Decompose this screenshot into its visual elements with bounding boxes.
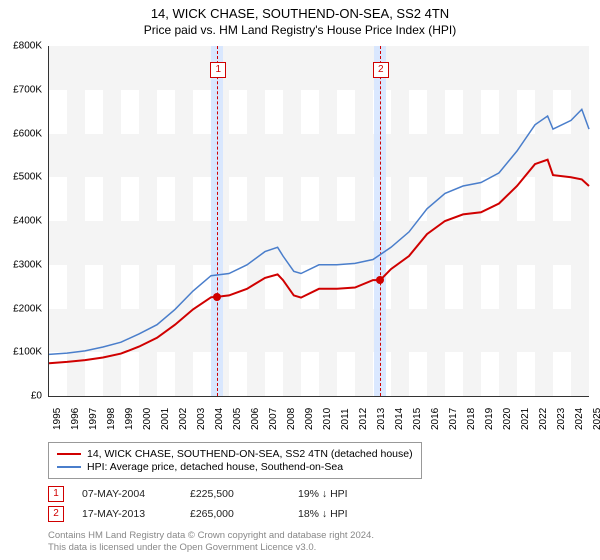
y-tick-label: £300K (0, 259, 42, 270)
sale-price: £225,500 (190, 488, 280, 500)
sale-point (213, 293, 221, 301)
sale-marker-small: 1 (48, 486, 64, 502)
x-tick-label: 2022 (538, 408, 549, 430)
x-tick-label: 1999 (124, 408, 135, 430)
y-tick-label: £700K (0, 84, 42, 95)
x-tick-label: 2003 (196, 408, 207, 430)
sale-marker: 1 (210, 62, 226, 78)
x-tick-label: 2023 (556, 408, 567, 430)
x-tick-label: 2004 (214, 408, 225, 430)
sale-vs-hpi: 19% ↓ HPI (298, 488, 388, 500)
y-tick-label: £800K (0, 41, 42, 52)
y-tick-label: £0 (0, 391, 42, 402)
x-tick-label: 2005 (232, 408, 243, 430)
sale-marker: 2 (373, 62, 389, 78)
y-tick-label: £600K (0, 128, 42, 139)
x-tick-label: 2006 (250, 408, 261, 430)
legend-label: HPI: Average price, detached house, Sout… (87, 461, 343, 473)
y-tick-label: £500K (0, 172, 42, 183)
x-tick-label: 2024 (574, 408, 585, 430)
x-tick-label: 2000 (142, 408, 153, 430)
x-tick-label: 2013 (376, 408, 387, 430)
x-tick-label: 2015 (412, 408, 423, 430)
footer-line-2: This data is licensed under the Open Gov… (48, 542, 374, 554)
legend: 14, WICK CHASE, SOUTHEND-ON-SEA, SS2 4TN… (48, 442, 422, 479)
x-tick-label: 2011 (340, 408, 351, 430)
x-tick-label: 2012 (358, 408, 369, 430)
chart-title: 14, WICK CHASE, SOUTHEND-ON-SEA, SS2 4TN (0, 6, 600, 21)
x-tick-label: 1996 (70, 408, 81, 430)
title-block: 14, WICK CHASE, SOUTHEND-ON-SEA, SS2 4TN… (0, 0, 600, 37)
x-tick-label: 2009 (304, 408, 315, 430)
x-tick-label: 1997 (88, 408, 99, 430)
sale-price: £265,000 (190, 508, 280, 520)
x-tick-label: 2025 (592, 408, 600, 430)
x-tick-label: 2014 (394, 408, 405, 430)
sales-table-row: 1 07-MAY-2004 £225,500 19% ↓ HPI (48, 486, 388, 502)
sale-marker-small: 2 (48, 506, 64, 522)
footer-line-1: Contains HM Land Registry data © Crown c… (48, 530, 374, 542)
legend-item: HPI: Average price, detached house, Sout… (57, 461, 413, 473)
line-layer (49, 46, 589, 396)
x-tick-label: 2018 (466, 408, 477, 430)
footer: Contains HM Land Registry data © Crown c… (48, 530, 374, 554)
chart-subtitle: Price paid vs. HM Land Registry's House … (0, 23, 600, 37)
series-line (49, 109, 589, 354)
legend-swatch (57, 466, 81, 468)
x-tick-label: 2007 (268, 408, 279, 430)
chart-area: 12 £0£100K£200K£300K£400K£500K£600K£700K… (48, 46, 588, 396)
x-tick-label: 2001 (160, 408, 171, 430)
x-tick-label: 2021 (520, 408, 531, 430)
chart-container: 14, WICK CHASE, SOUTHEND-ON-SEA, SS2 4TN… (0, 0, 600, 560)
x-tick-label: 1995 (52, 408, 63, 430)
x-tick-label: 2010 (322, 408, 333, 430)
legend-item: 14, WICK CHASE, SOUTHEND-ON-SEA, SS2 4TN… (57, 448, 413, 460)
series-line (49, 160, 589, 364)
x-tick-label: 2019 (484, 408, 495, 430)
x-tick-label: 2016 (430, 408, 441, 430)
sale-point (376, 276, 384, 284)
sales-table: 1 07-MAY-2004 £225,500 19% ↓ HPI 2 17-MAY-201… (48, 486, 388, 526)
y-tick-label: £200K (0, 303, 42, 314)
plot-region: 12 (48, 46, 589, 397)
legend-swatch (57, 453, 81, 455)
legend-label: 14, WICK CHASE, SOUTHEND-ON-SEA, SS2 4TN… (87, 448, 413, 460)
y-tick-label: £400K (0, 216, 42, 227)
sale-vs-hpi: 18% ↓ HPI (298, 508, 388, 520)
x-tick-label: 2020 (502, 408, 513, 430)
x-tick-label: 2017 (448, 408, 459, 430)
sale-date: 17-MAY-2013 (82, 508, 172, 520)
x-tick-label: 2008 (286, 408, 297, 430)
x-tick-label: 1998 (106, 408, 117, 430)
sale-date: 07-MAY-2004 (82, 488, 172, 500)
x-tick-label: 2002 (178, 408, 189, 430)
sales-table-row: 2 17-MAY-2013 £265,000 18% ↓ HPI (48, 506, 388, 522)
y-tick-label: £100K (0, 347, 42, 358)
